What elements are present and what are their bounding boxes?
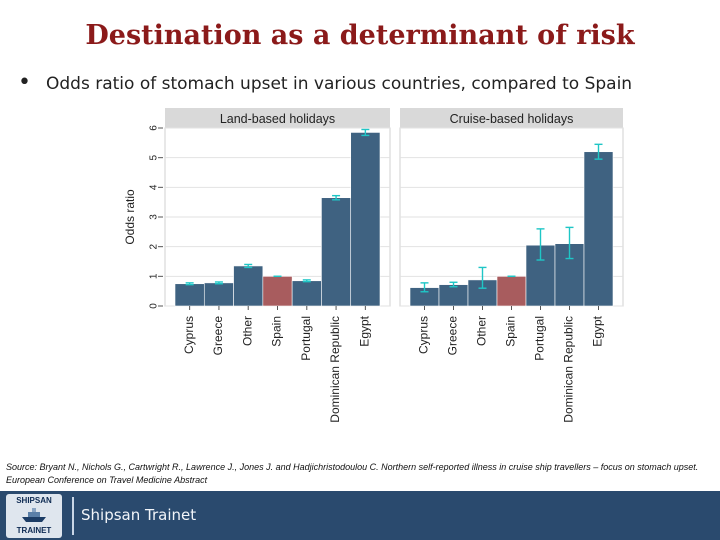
bullet-icon: • [18, 70, 31, 95]
slide-title: Destination as a determinant of risk [85, 20, 635, 51]
x-tick-label-0-2: Other [240, 316, 254, 346]
bullet-text: Odds ratio of stomach upset in various c… [46, 74, 633, 94]
bar-0-1 [203, 282, 234, 307]
y-tick-label-6: 6 [149, 125, 160, 131]
x-tick-label-0-3: Spain [270, 316, 284, 347]
logo-text-bottom: TRAINET [16, 526, 52, 535]
x-tick-label-1-0: Cyprus [417, 316, 431, 354]
bar-0-5 [321, 197, 352, 307]
footer-brand: Shipsan Trainet [81, 506, 197, 524]
footer-divider [72, 497, 74, 535]
bar-1-3 [496, 276, 527, 307]
bar-0-4 [291, 280, 322, 307]
y-tick-label-5: 5 [149, 154, 160, 160]
bar-0-3 [262, 276, 293, 307]
panel-header-0 [165, 108, 390, 128]
logo-text-top: SHIPSAN [16, 496, 52, 505]
x-tick-label-0-1: Greece [211, 316, 225, 356]
y-tick-label-1: 1 [149, 273, 160, 279]
y-tick-label-2: 2 [149, 243, 160, 249]
bar-1-1 [438, 284, 469, 307]
footer-bar [0, 491, 720, 540]
source-citation: Source: Bryant N., Nichols G., Cartwrigh… [6, 462, 699, 485]
bar-0-6 [350, 132, 381, 307]
x-tick-label-1-1: Greece [446, 316, 460, 356]
x-tick-label-0-5: Dominican Republic [328, 316, 342, 423]
ship-icon [22, 508, 46, 522]
panel-header-1 [400, 108, 623, 128]
x-tick-label-0-6: Egypt [358, 315, 372, 346]
y-tick-label-4: 4 [149, 184, 160, 190]
x-tick-label-0-4: Portugal [299, 316, 313, 361]
bar-0-2 [233, 265, 264, 307]
y-axis-label: Odds ratio [123, 189, 137, 245]
y-tick-label-0: 0 [149, 303, 160, 309]
x-tick-label-1-4: Portugal [533, 316, 547, 361]
x-tick-label-1-6: Egypt [591, 315, 605, 346]
bar-0-0 [174, 283, 205, 307]
bar-1-6 [583, 151, 614, 307]
panel-title-0: Land-based holidays [220, 112, 335, 126]
shipsan-logo: SHIPSAN TRAINET [6, 494, 62, 538]
x-tick-label-1-3: Spain [504, 316, 518, 347]
x-tick-label-1-2: Other [475, 316, 489, 346]
y-tick-label-3: 3 [149, 214, 160, 220]
x-tick-label-0-0: Cyprus [182, 316, 196, 354]
x-tick-label-1-5: Dominican Republic [562, 316, 576, 423]
panel-title-1: Cruise-based holidays [450, 112, 574, 126]
